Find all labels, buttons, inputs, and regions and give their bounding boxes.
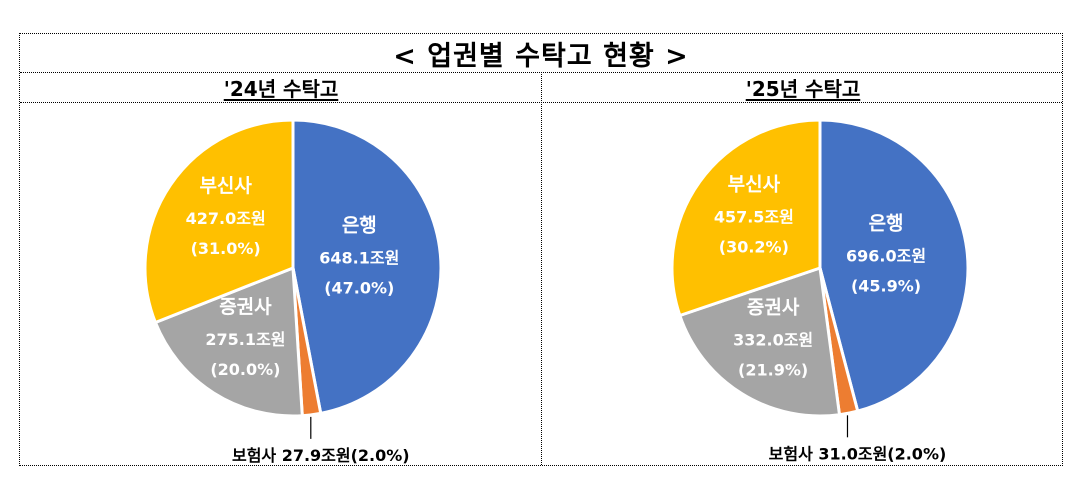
svg-text:증권사: 증권사 xyxy=(219,296,272,318)
svg-text:증권사: 증권사 xyxy=(747,296,800,318)
pie-slice-0 xyxy=(291,118,443,416)
svg-text:457.5조원: 457.5조원 xyxy=(714,208,794,227)
svg-text:은행: 은행 xyxy=(342,215,377,237)
svg-text:332.0조원: 332.0조원 xyxy=(733,330,813,349)
pie-slice-0 xyxy=(818,118,970,413)
external-slice-label: 보험사 27.9조원(2.0%) xyxy=(232,446,410,465)
slice-label-2: 증권사 332.0조원 (21.9%) xyxy=(733,296,813,379)
slice-label-3: 부신사 457.5조원 (30.2%) xyxy=(714,174,794,257)
svg-text:427.0조원: 427.0조원 xyxy=(186,209,266,228)
pie-chart-2025: 은행 696.0조원 (45.9%) 증권사 332.0조원 (21.9%) 부신사 457.… xyxy=(542,102,1063,466)
svg-text:696.0조원: 696.0조원 xyxy=(846,246,926,265)
svg-text:은행: 은행 xyxy=(869,212,904,234)
svg-text:(31.0%): (31.0%) xyxy=(191,239,261,258)
pie-chart-2024: 은행 648.1조원 (47.0%) 증권사 275.1조원 (20.0%) 부신사 427.… xyxy=(20,102,541,466)
pie-slice-3 xyxy=(670,118,822,318)
svg-text:275.1조원: 275.1조원 xyxy=(205,330,285,349)
column-heading-2025: '25년 수탁고 xyxy=(542,72,1064,102)
slice-label-3: 부신사 427.0조원 (31.0%) xyxy=(186,175,266,258)
svg-text:(30.2%): (30.2%) xyxy=(719,238,789,257)
svg-text:부신사: 부신사 xyxy=(199,175,252,197)
svg-text:(21.9%): (21.9%) xyxy=(738,360,808,379)
svg-text:648.1조원: 648.1조원 xyxy=(319,249,399,268)
svg-text:부신사: 부신사 xyxy=(728,174,781,196)
pie-slice-3 xyxy=(143,118,295,325)
table-frame: < 업권별 수탁고 현황 > '24년 수탁고 '25년 수탁고 은행 648.1… xyxy=(19,33,1063,466)
external-slice-label: 보험사 31.0조원(2.0%) xyxy=(769,444,947,463)
svg-text:(45.9%): (45.9%) xyxy=(851,276,921,295)
column-heading-2024: '24년 수탁고 xyxy=(20,72,542,102)
svg-text:(47.0%): (47.0%) xyxy=(324,279,394,298)
page-title: < 업권별 수탁고 현황 > xyxy=(393,40,689,72)
svg-text:(20.0%): (20.0%) xyxy=(210,360,280,379)
slice-label-2: 증권사 275.1조원 (20.0%) xyxy=(205,296,285,379)
column-heading-2025-label: '25년 수탁고 xyxy=(745,76,861,101)
column-divider xyxy=(541,72,542,465)
pie-slice-2 xyxy=(153,265,304,418)
pie-slice-2 xyxy=(677,265,842,418)
slice-label-0: 은행 648.1조원 (47.0%) xyxy=(319,215,399,298)
slice-label-0: 은행 696.0조원 (45.9%) xyxy=(846,212,926,295)
column-heading-2024-label: '24년 수탁고 xyxy=(223,76,339,101)
